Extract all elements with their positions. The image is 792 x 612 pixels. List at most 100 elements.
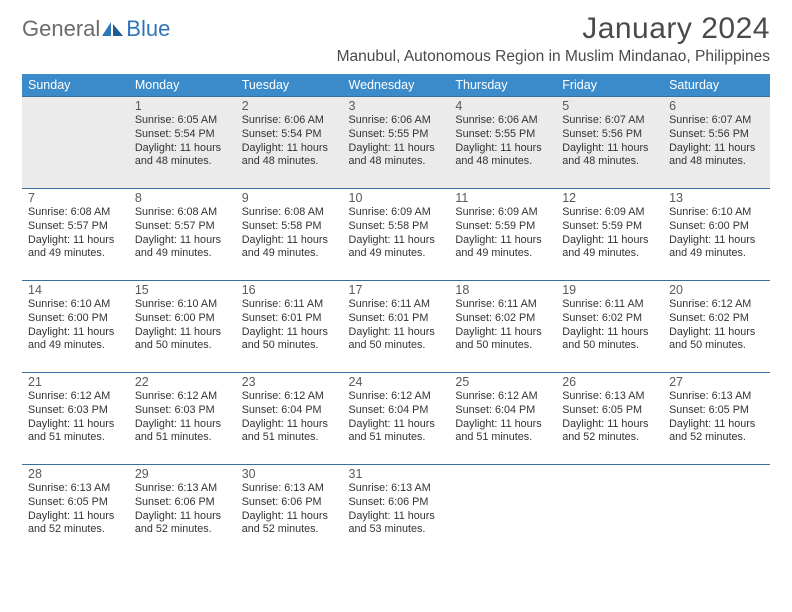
- day-number: 18: [455, 283, 550, 297]
- day-number: 17: [349, 283, 444, 297]
- day-details: Sunrise: 6:12 AMSunset: 6:04 PMDaylight:…: [455, 390, 550, 445]
- day-number: 19: [562, 283, 657, 297]
- day-details: Sunrise: 6:05 AMSunset: 5:54 PMDaylight:…: [135, 114, 230, 169]
- day-cell: 26Sunrise: 6:13 AMSunset: 6:05 PMDayligh…: [556, 373, 663, 465]
- day-details: Sunrise: 6:09 AMSunset: 5:59 PMDaylight:…: [562, 206, 657, 261]
- day-number: 24: [349, 375, 444, 389]
- dow-sunday: Sunday: [22, 74, 129, 97]
- day-details: Sunrise: 6:10 AMSunset: 6:00 PMDaylight:…: [28, 298, 123, 353]
- day-details: Sunrise: 6:13 AMSunset: 6:06 PMDaylight:…: [242, 482, 337, 537]
- day-details: Sunrise: 6:10 AMSunset: 6:00 PMDaylight:…: [669, 206, 764, 261]
- day-cell: 23Sunrise: 6:12 AMSunset: 6:04 PMDayligh…: [236, 373, 343, 465]
- day-cell: 28Sunrise: 6:13 AMSunset: 6:05 PMDayligh…: [22, 465, 129, 557]
- day-cell: 4Sunrise: 6:06 AMSunset: 5:55 PMDaylight…: [449, 97, 556, 189]
- day-number: 10: [349, 191, 444, 205]
- week-row: 14Sunrise: 6:10 AMSunset: 6:00 PMDayligh…: [22, 281, 770, 373]
- day-details: Sunrise: 6:10 AMSunset: 6:00 PMDaylight:…: [135, 298, 230, 353]
- day-cell: 6Sunrise: 6:07 AMSunset: 5:56 PMDaylight…: [663, 97, 770, 189]
- day-cell: 21Sunrise: 6:12 AMSunset: 6:03 PMDayligh…: [22, 373, 129, 465]
- day-details: Sunrise: 6:12 AMSunset: 6:03 PMDaylight:…: [28, 390, 123, 445]
- day-number: 5: [562, 99, 657, 113]
- day-details: Sunrise: 6:07 AMSunset: 5:56 PMDaylight:…: [562, 114, 657, 169]
- day-number: 11: [455, 191, 550, 205]
- day-details: Sunrise: 6:09 AMSunset: 5:58 PMDaylight:…: [349, 206, 444, 261]
- week-row: 7Sunrise: 6:08 AMSunset: 5:57 PMDaylight…: [22, 189, 770, 281]
- day-cell: 15Sunrise: 6:10 AMSunset: 6:00 PMDayligh…: [129, 281, 236, 373]
- day-cell: 13Sunrise: 6:10 AMSunset: 6:00 PMDayligh…: [663, 189, 770, 281]
- week-row: 21Sunrise: 6:12 AMSunset: 6:03 PMDayligh…: [22, 373, 770, 465]
- day-number: 25: [455, 375, 550, 389]
- day-cell: 25Sunrise: 6:12 AMSunset: 6:04 PMDayligh…: [449, 373, 556, 465]
- day-details: Sunrise: 6:09 AMSunset: 5:59 PMDaylight:…: [455, 206, 550, 261]
- day-number: 16: [242, 283, 337, 297]
- day-number: 20: [669, 283, 764, 297]
- day-cell: [22, 97, 129, 189]
- day-details: Sunrise: 6:08 AMSunset: 5:58 PMDaylight:…: [242, 206, 337, 261]
- day-of-week-header-row: Sunday Monday Tuesday Wednesday Thursday…: [22, 74, 770, 97]
- logo-text-blue: Blue: [126, 16, 170, 42]
- day-number: 28: [28, 467, 123, 481]
- header: General Blue January 2024 Manubul, Auton…: [22, 12, 770, 66]
- day-cell: 22Sunrise: 6:12 AMSunset: 6:03 PMDayligh…: [129, 373, 236, 465]
- day-details: Sunrise: 6:08 AMSunset: 5:57 PMDaylight:…: [135, 206, 230, 261]
- day-number: 2: [242, 99, 337, 113]
- day-details: Sunrise: 6:06 AMSunset: 5:54 PMDaylight:…: [242, 114, 337, 169]
- day-cell: [663, 465, 770, 557]
- day-cell: 1Sunrise: 6:05 AMSunset: 5:54 PMDaylight…: [129, 97, 236, 189]
- dow-tuesday: Tuesday: [236, 74, 343, 97]
- dow-saturday: Saturday: [663, 74, 770, 97]
- day-details: Sunrise: 6:07 AMSunset: 5:56 PMDaylight:…: [669, 114, 764, 169]
- day-cell: 18Sunrise: 6:11 AMSunset: 6:02 PMDayligh…: [449, 281, 556, 373]
- logo-sail-icon: [102, 21, 124, 37]
- day-cell: 17Sunrise: 6:11 AMSunset: 6:01 PMDayligh…: [343, 281, 450, 373]
- dow-thursday: Thursday: [449, 74, 556, 97]
- day-number: 7: [28, 191, 123, 205]
- day-number: 8: [135, 191, 230, 205]
- day-cell: 20Sunrise: 6:12 AMSunset: 6:02 PMDayligh…: [663, 281, 770, 373]
- day-cell: 16Sunrise: 6:11 AMSunset: 6:01 PMDayligh…: [236, 281, 343, 373]
- day-number: 26: [562, 375, 657, 389]
- day-number: 3: [349, 99, 444, 113]
- day-cell: 24Sunrise: 6:12 AMSunset: 6:04 PMDayligh…: [343, 373, 450, 465]
- logo-text-general: General: [22, 16, 100, 42]
- day-cell: 12Sunrise: 6:09 AMSunset: 5:59 PMDayligh…: [556, 189, 663, 281]
- day-details: Sunrise: 6:11 AMSunset: 6:02 PMDaylight:…: [455, 298, 550, 353]
- day-number: 31: [349, 467, 444, 481]
- day-details: Sunrise: 6:11 AMSunset: 6:01 PMDaylight:…: [349, 298, 444, 353]
- day-details: Sunrise: 6:11 AMSunset: 6:01 PMDaylight:…: [242, 298, 337, 353]
- day-number: 6: [669, 99, 764, 113]
- month-title: January 2024: [337, 12, 770, 46]
- day-details: Sunrise: 6:12 AMSunset: 6:03 PMDaylight:…: [135, 390, 230, 445]
- day-number: 30: [242, 467, 337, 481]
- day-number: 27: [669, 375, 764, 389]
- day-cell: 29Sunrise: 6:13 AMSunset: 6:06 PMDayligh…: [129, 465, 236, 557]
- day-cell: [556, 465, 663, 557]
- day-number: 12: [562, 191, 657, 205]
- logo: General Blue: [22, 16, 170, 42]
- dow-wednesday: Wednesday: [343, 74, 450, 97]
- title-block: January 2024 Manubul, Autonomous Region …: [337, 12, 770, 66]
- day-details: Sunrise: 6:08 AMSunset: 5:57 PMDaylight:…: [28, 206, 123, 261]
- day-number: 14: [28, 283, 123, 297]
- day-cell: 30Sunrise: 6:13 AMSunset: 6:06 PMDayligh…: [236, 465, 343, 557]
- day-number: 15: [135, 283, 230, 297]
- day-cell: 7Sunrise: 6:08 AMSunset: 5:57 PMDaylight…: [22, 189, 129, 281]
- location-subtitle: Manubul, Autonomous Region in Muslim Min…: [337, 48, 770, 66]
- day-details: Sunrise: 6:13 AMSunset: 6:05 PMDaylight:…: [669, 390, 764, 445]
- day-details: Sunrise: 6:13 AMSunset: 6:05 PMDaylight:…: [28, 482, 123, 537]
- day-details: Sunrise: 6:13 AMSunset: 6:06 PMDaylight:…: [135, 482, 230, 537]
- dow-friday: Friday: [556, 74, 663, 97]
- calendar-table: Sunday Monday Tuesday Wednesday Thursday…: [22, 74, 770, 557]
- day-details: Sunrise: 6:13 AMSunset: 6:06 PMDaylight:…: [349, 482, 444, 537]
- day-details: Sunrise: 6:13 AMSunset: 6:05 PMDaylight:…: [562, 390, 657, 445]
- day-details: Sunrise: 6:06 AMSunset: 5:55 PMDaylight:…: [349, 114, 444, 169]
- day-number: 23: [242, 375, 337, 389]
- day-cell: 27Sunrise: 6:13 AMSunset: 6:05 PMDayligh…: [663, 373, 770, 465]
- day-details: Sunrise: 6:06 AMSunset: 5:55 PMDaylight:…: [455, 114, 550, 169]
- day-cell: 10Sunrise: 6:09 AMSunset: 5:58 PMDayligh…: [343, 189, 450, 281]
- day-number: 13: [669, 191, 764, 205]
- day-cell: 3Sunrise: 6:06 AMSunset: 5:55 PMDaylight…: [343, 97, 450, 189]
- day-cell: [449, 465, 556, 557]
- day-number: 29: [135, 467, 230, 481]
- day-cell: 9Sunrise: 6:08 AMSunset: 5:58 PMDaylight…: [236, 189, 343, 281]
